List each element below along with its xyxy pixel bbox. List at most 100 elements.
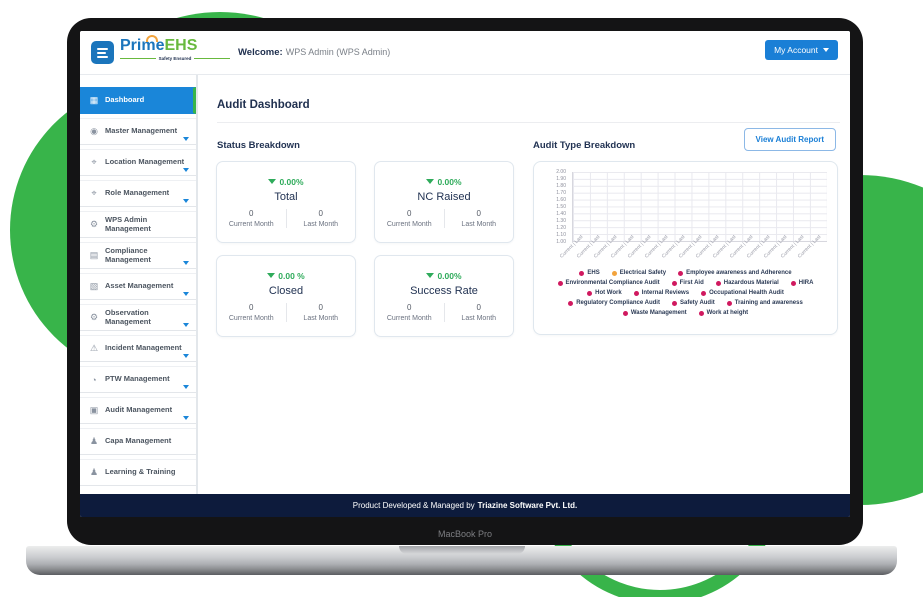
legend-label: Internal Reviews bbox=[641, 290, 690, 296]
status-cards-grid: 0.00% Total 0 Current Month 0 Last Month… bbox=[216, 161, 514, 337]
my-account-button[interactable]: My Account bbox=[765, 40, 838, 60]
chevron-down-icon[interactable] bbox=[183, 168, 189, 172]
sidebar-item-label: Asset Management bbox=[105, 281, 174, 291]
document-icon: ▤ bbox=[89, 250, 99, 260]
welcome-text: Welcome: WPS Admin (WPS Admin) bbox=[238, 47, 390, 58]
card-current-value: 0 bbox=[249, 208, 254, 218]
asset-icon: ▧ bbox=[89, 281, 99, 291]
sidebar-item-wps-admin-management[interactable]: ⚙ WPS Admin Management bbox=[80, 211, 196, 238]
card-last-month: 0 Last Month bbox=[287, 303, 356, 322]
chevron-down-icon[interactable] bbox=[183, 354, 189, 358]
dashboard-icon: ▦ bbox=[89, 95, 99, 105]
legend-dot-icon bbox=[671, 300, 677, 306]
sidebar-item-label: Role Management bbox=[105, 188, 170, 198]
sidebar-item-location-management[interactable]: ⌖ Location Management bbox=[80, 149, 196, 176]
map-pin-icon: ⌖ bbox=[91, 188, 97, 198]
legend-row: EHS Electrical Safety Employee awareness… bbox=[540, 270, 831, 276]
chevron-down-icon[interactable] bbox=[183, 385, 189, 389]
card-current-month: 0 Current Month bbox=[375, 208, 445, 228]
sidebar-item-observation-management[interactable]: ⚙ Observation Management bbox=[80, 304, 196, 331]
my-account-label: My Account bbox=[774, 45, 818, 55]
gear-icon: ⚙ bbox=[89, 219, 99, 229]
legend-label: Environmental Compliance Audit bbox=[565, 280, 660, 286]
footer-text: Product Developed & Managed by bbox=[352, 501, 475, 510]
card-current-value: 0 bbox=[407, 302, 412, 312]
sidebar-item-incident-management[interactable]: ⚠ Incident Management bbox=[80, 335, 196, 362]
legend-label: HIRA bbox=[798, 280, 814, 286]
sidebar-item-ptw-management[interactable]: ◔ PTW Management bbox=[80, 366, 196, 393]
card-title: Total bbox=[274, 190, 298, 203]
status-card-total: 0.00% Total 0 Current Month 0 Last Month bbox=[216, 161, 356, 243]
legend-item-hazardous-material: Hazardous Material bbox=[715, 280, 779, 286]
card-current-label: Current Month bbox=[386, 220, 432, 228]
legend-item-training-and-awareness: Training and awareness bbox=[726, 300, 803, 306]
brand-logo: PrimeEHS Safety Ensured bbox=[120, 35, 231, 61]
y-tick-label: 1.80 bbox=[556, 183, 566, 189]
chevron-down-icon[interactable] bbox=[183, 199, 189, 203]
sidebar-item-label: Incident Management bbox=[105, 343, 182, 353]
card-current-value: 0 bbox=[249, 302, 254, 312]
sidebar-item-role-management[interactable]: ⌖ Role Management bbox=[80, 180, 196, 207]
map-pin-icon: ⌖ bbox=[91, 157, 97, 167]
legend-dot-icon bbox=[611, 270, 617, 276]
legend-label: EHS bbox=[587, 270, 600, 276]
y-tick-label: 1.20 bbox=[556, 225, 566, 231]
chart-x-axis: Current | Last Current | Last Current | La… bbox=[559, 232, 827, 260]
card-last-label: Last Month bbox=[461, 220, 497, 228]
page-title: Audit Dashboard bbox=[217, 99, 310, 111]
app-header: PrimeEHS Safety Ensured Welcome: WPS Admi… bbox=[80, 31, 850, 75]
y-tick-label: 1.00 bbox=[556, 239, 566, 245]
legend-item-employee-awareness-and-adherence: Employee awareness and Adherence bbox=[678, 270, 792, 276]
title-divider bbox=[217, 122, 840, 123]
laptop-base bbox=[26, 546, 897, 575]
clock-icon: ◔ bbox=[91, 374, 97, 385]
card-title: NC Raised bbox=[417, 190, 471, 203]
legend-item-electrical-safety: Electrical Safety bbox=[611, 270, 666, 276]
sidebar-item-capa-management[interactable]: ♟ Capa Management bbox=[80, 428, 196, 455]
legend-row: Waste Management Work at height bbox=[540, 310, 831, 316]
chevron-down-icon[interactable] bbox=[183, 137, 189, 141]
card-columns: 0 Current Month 0 Last Month bbox=[217, 302, 356, 322]
legend-label: First Aid bbox=[679, 280, 704, 286]
down-triangle-icon bbox=[426, 179, 435, 184]
sidebar-item-asset-management[interactable]: ▧ Asset Management bbox=[80, 273, 196, 300]
main-content: Audit Dashboard Status Breakdown Audit T… bbox=[200, 75, 850, 494]
legend-item-internal-reviews: Internal Reviews bbox=[633, 290, 690, 296]
down-triangle-icon bbox=[268, 179, 277, 184]
legend-label: Hot Work bbox=[595, 290, 622, 296]
card-last-value: 0 bbox=[318, 208, 323, 218]
sidebar-item-label: Location Management bbox=[105, 157, 185, 167]
card-current-month: 0 Current Month bbox=[375, 302, 445, 322]
legend-item-work-at-height: Work at height bbox=[698, 310, 748, 316]
legend-dot-icon bbox=[698, 310, 704, 316]
footer-brand: Triazine Software Pvt. Ltd. bbox=[477, 501, 578, 510]
chevron-down-icon[interactable] bbox=[183, 292, 189, 296]
chevron-down-icon[interactable] bbox=[183, 416, 189, 420]
sidebar-item-compliance-management[interactable]: ▤ Compliance Management bbox=[80, 242, 196, 269]
app-footer: Product Developed & Managed by Triazine … bbox=[80, 494, 850, 517]
sidebar-item-dashboard[interactable]: ▦ Dashboard bbox=[80, 87, 196, 114]
menu-icon[interactable] bbox=[91, 41, 114, 64]
legend-item-hira: HIRA bbox=[790, 280, 814, 286]
laptop-base-notch bbox=[398, 546, 525, 554]
status-card-nc-raised: 0.00% NC Raised 0 Current Month 0 Last M… bbox=[374, 161, 514, 243]
sidebar-nav: ▦ Dashboard ◉ Master Management ⌖ Locati… bbox=[80, 75, 198, 494]
sidebar-item-audit-management[interactable]: ▣ Audit Management bbox=[80, 397, 196, 424]
legend-dot-icon bbox=[557, 280, 563, 286]
sidebar-item-label: Learning & Training bbox=[105, 467, 176, 477]
sidebar-item-label: Observation Management bbox=[105, 308, 151, 326]
chevron-down-icon[interactable] bbox=[183, 323, 189, 327]
person-icon: ♟ bbox=[89, 467, 99, 477]
briefcase-icon: ▣ bbox=[89, 405, 99, 415]
sidebar-item-master-management[interactable]: ◉ Master Management bbox=[80, 118, 196, 145]
y-tick-label: 1.90 bbox=[556, 176, 566, 182]
view-audit-report-button[interactable]: View Audit Report bbox=[743, 128, 836, 151]
sidebar-item-learning-training[interactable]: ♟ Learning & Training bbox=[80, 459, 196, 486]
legend-row: Regulatory Compliance Audit Safety Audit… bbox=[540, 300, 831, 306]
card-columns: 0 Current Month 0 Last Month bbox=[375, 302, 513, 322]
chevron-down-icon[interactable] bbox=[183, 261, 189, 265]
legend-dot-icon bbox=[726, 300, 732, 306]
card-delta: 0.00 % bbox=[267, 271, 305, 281]
card-current-label: Current Month bbox=[386, 314, 432, 322]
